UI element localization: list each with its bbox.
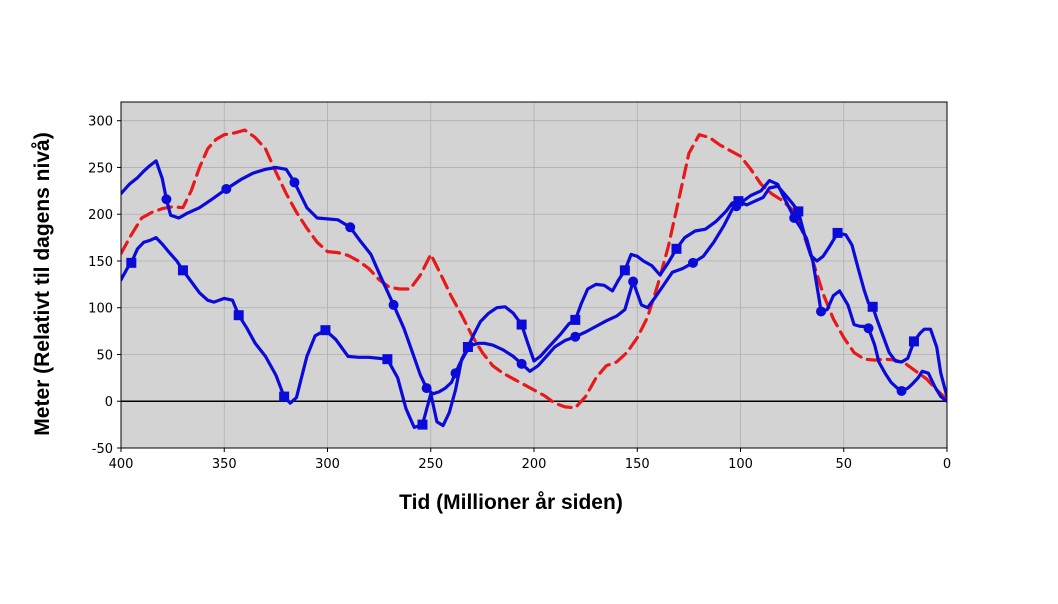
square-marker <box>793 206 804 217</box>
square-marker <box>671 243 682 254</box>
x-tick-label: 150 <box>625 457 650 472</box>
y-tick-label: 50 <box>96 348 113 363</box>
square-marker <box>126 257 137 268</box>
circle-marker <box>570 331 581 342</box>
x-tick-label: 350 <box>212 457 237 472</box>
square-marker <box>177 265 188 276</box>
y-tick-label: 150 <box>88 255 113 270</box>
circle-marker <box>388 299 399 310</box>
square-marker <box>619 265 630 276</box>
square-marker <box>320 325 331 336</box>
x-tick-label: 200 <box>522 457 547 472</box>
circle-marker <box>688 257 699 268</box>
square-marker <box>570 314 581 325</box>
square-marker <box>462 342 473 353</box>
x-tick-label: 300 <box>315 457 340 472</box>
circle-marker <box>516 358 527 369</box>
x-tick-label: 0 <box>943 457 951 472</box>
square-marker <box>867 301 878 312</box>
square-marker <box>733 196 744 207</box>
circle-marker <box>863 323 874 334</box>
circle-marker <box>345 222 356 233</box>
square-marker <box>516 319 527 330</box>
square-marker <box>417 419 428 430</box>
x-tick-label: 50 <box>835 457 852 472</box>
x-tick-label: 400 <box>109 457 134 472</box>
x-tick-label: 250 <box>418 457 443 472</box>
y-tick-label: 100 <box>88 302 113 317</box>
circle-marker <box>421 383 432 394</box>
square-marker <box>233 310 244 321</box>
y-tick-label: 0 <box>105 395 113 410</box>
y-axis: -50 0 50 100 150 200 250 300 <box>88 115 121 457</box>
series-layer <box>121 128 947 430</box>
circle-marker <box>896 385 907 396</box>
x-axis-title: Tid (Millioner år siden) <box>399 491 623 514</box>
circle-marker <box>816 306 827 317</box>
square-marker <box>832 227 843 238</box>
square-marker <box>382 354 393 365</box>
y-tick-label: 250 <box>88 161 113 176</box>
circle-marker <box>221 183 232 194</box>
circle-marker <box>161 194 172 205</box>
y-tick-label: 200 <box>88 208 113 223</box>
x-tick-label: 100 <box>728 457 753 472</box>
y-tick-label: 300 <box>88 115 113 130</box>
y-axis-title: Meter (Relativt til dagens nivå) <box>31 132 54 435</box>
square-marker <box>279 391 290 402</box>
x-axis: 400 350 300 250 200 150 100 50 0 <box>109 448 951 472</box>
square-marker <box>908 336 919 347</box>
circle-marker <box>289 177 300 188</box>
circle-marker <box>628 276 639 287</box>
y-tick-label: -50 <box>92 442 113 457</box>
